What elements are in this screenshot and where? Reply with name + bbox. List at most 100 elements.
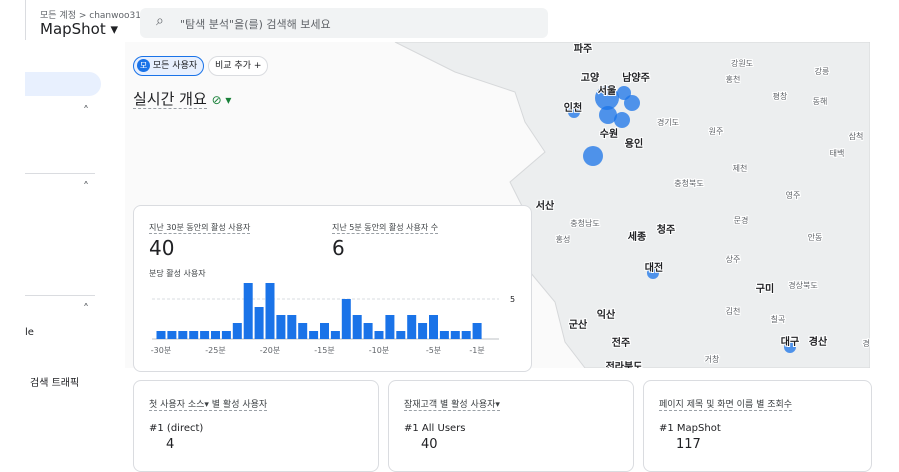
map-label: 거창: [705, 355, 720, 364]
x-tick-label: -5분: [426, 346, 441, 355]
map-label: 충청북도: [674, 179, 703, 188]
status-icon[interactable]: ⊘ ▾: [211, 93, 232, 107]
realtime-card: 지난 30분 동안의 활성 사용자 40 지난 5분 동안의 활성 사용자 수 …: [133, 205, 532, 372]
map-label: 문경: [734, 215, 749, 225]
nav-item[interactable]: le: [25, 327, 34, 338]
bar: [265, 283, 275, 339]
bar: [461, 331, 471, 339]
card-title: 잠재고객 별 활성 사용자▾: [404, 397, 500, 411]
chevron[interactable]: ˄: [83, 302, 89, 316]
x-tick-label: -10분: [369, 346, 389, 355]
card-value: 40: [421, 437, 438, 452]
chip-icon: 모: [137, 59, 150, 72]
bar: [418, 323, 428, 339]
map-label: 태백: [830, 148, 845, 158]
map-label: 남양주: [622, 71, 650, 84]
metric-label: 지난 30분 동안의 활성 사용자: [149, 223, 251, 234]
card-title: 페이지 제목 및 화면 이름 별 조회수: [659, 397, 793, 411]
metric-label: 지난 5분 동안의 활성 사용자 수: [332, 223, 439, 234]
bar: [309, 331, 319, 339]
x-tick-label: -1분: [469, 346, 484, 355]
bar: [320, 323, 329, 339]
bar: [232, 323, 242, 339]
map-label: 칠곡: [771, 315, 786, 324]
chevron[interactable]: ˄: [83, 104, 89, 118]
location-marker[interactable]: [624, 95, 640, 111]
card-rank: #1 MapShot: [659, 423, 721, 434]
bar: [287, 315, 297, 339]
card-value: 4: [166, 437, 175, 452]
card-value: 117: [676, 437, 701, 452]
property: MapShot: [40, 20, 106, 38]
divider: [25, 0, 26, 40]
map-label: 서산: [536, 199, 555, 212]
bar: [276, 315, 286, 339]
map-label: 대구: [781, 335, 799, 348]
divider: [25, 173, 95, 174]
bar: [178, 331, 188, 339]
bar-chart: 5 -30분 -25분 -20분 -15분 -10분 -5분 -1분: [151, 283, 515, 355]
chart-label: 분당 활성 사용자: [149, 269, 206, 278]
search-icon: ⌕: [156, 13, 164, 29]
map-label: 전라북도: [606, 360, 643, 368]
bar: [374, 331, 384, 339]
bar: [439, 331, 449, 339]
segment-chip[interactable]: 모 모든 사용자: [133, 56, 205, 76]
nav-item[interactable]: 검색 트래픽: [30, 378, 80, 389]
map-label: 영주: [786, 190, 801, 200]
location-marker[interactable]: [599, 106, 617, 124]
compare-chip[interactable]: 비교 추가 +: [208, 56, 269, 76]
header: 모든 계정 > chanwoo3176 MapShot ▾ ⌕ "탐색 분석"을…: [0, 0, 899, 42]
summary-card: 첫 사용자 소스▾ 별 활성 사용자 #1 (direct) 4: [133, 380, 379, 472]
y-tick-label: 5: [510, 295, 515, 304]
bar: [189, 331, 199, 339]
location-marker[interactable]: [583, 146, 603, 166]
location-marker[interactable]: [614, 112, 630, 128]
location-marker[interactable]: [568, 106, 580, 118]
map-label: 강릉: [815, 66, 830, 76]
title-text: 실시간 개요: [133, 90, 207, 109]
card-rank: #1 All Users: [404, 423, 466, 434]
map-label: 경산: [809, 335, 828, 348]
breadcrumb[interactable]: 모든 계정 > chanwoo3176: [40, 11, 153, 21]
summary-card: 잠재고객 별 활성 사용자▾ #1 All Users 40: [388, 380, 634, 472]
chip-label: 모든 사용자: [152, 61, 198, 71]
bar: [385, 315, 395, 339]
map-label: 동해: [813, 96, 828, 106]
breadcrumb-root: 모든 계정: [40, 11, 76, 21]
bar: [156, 331, 166, 339]
bar: [254, 307, 264, 339]
map-label: 용인: [625, 137, 643, 150]
bar: [363, 323, 373, 339]
search-box[interactable]: ⌕ "탐색 분석"을(를) 검색해 보세요: [140, 8, 548, 38]
map-label: 대전: [645, 261, 663, 274]
nav-selected[interactable]: [25, 72, 101, 96]
bar: [429, 315, 438, 339]
location-marker[interactable]: [784, 341, 796, 353]
bar: [167, 331, 177, 339]
map-label: 경기도: [657, 117, 679, 127]
sidebar: ˄ ˄ ˄ le 검색 트래픽: [25, 42, 125, 452]
bar: [200, 331, 210, 339]
bar: [221, 331, 231, 339]
location-marker[interactable]: [595, 86, 619, 110]
map-label: 제천: [733, 163, 748, 173]
x-tick-label: -25분: [205, 346, 225, 355]
map-label: 수원: [600, 127, 618, 140]
map-label: 충청남도: [570, 219, 599, 228]
map-label: 군산: [569, 318, 588, 331]
location-markers: [568, 86, 796, 353]
chevron[interactable]: ˄: [83, 180, 89, 194]
map-label: 서울: [598, 84, 616, 97]
map-label: 인천: [564, 101, 582, 114]
account: chanwoo3176: [89, 11, 153, 21]
bar: [407, 315, 417, 339]
location-marker[interactable]: [647, 267, 659, 279]
page-title: 실시간 개요 ⊘ ▾: [133, 88, 231, 109]
property-selector[interactable]: MapShot ▾: [40, 20, 119, 38]
map-label: 평창: [773, 91, 788, 101]
map-label: 구미: [756, 282, 774, 295]
bar: [396, 331, 406, 339]
map-label: 익산: [597, 308, 616, 321]
